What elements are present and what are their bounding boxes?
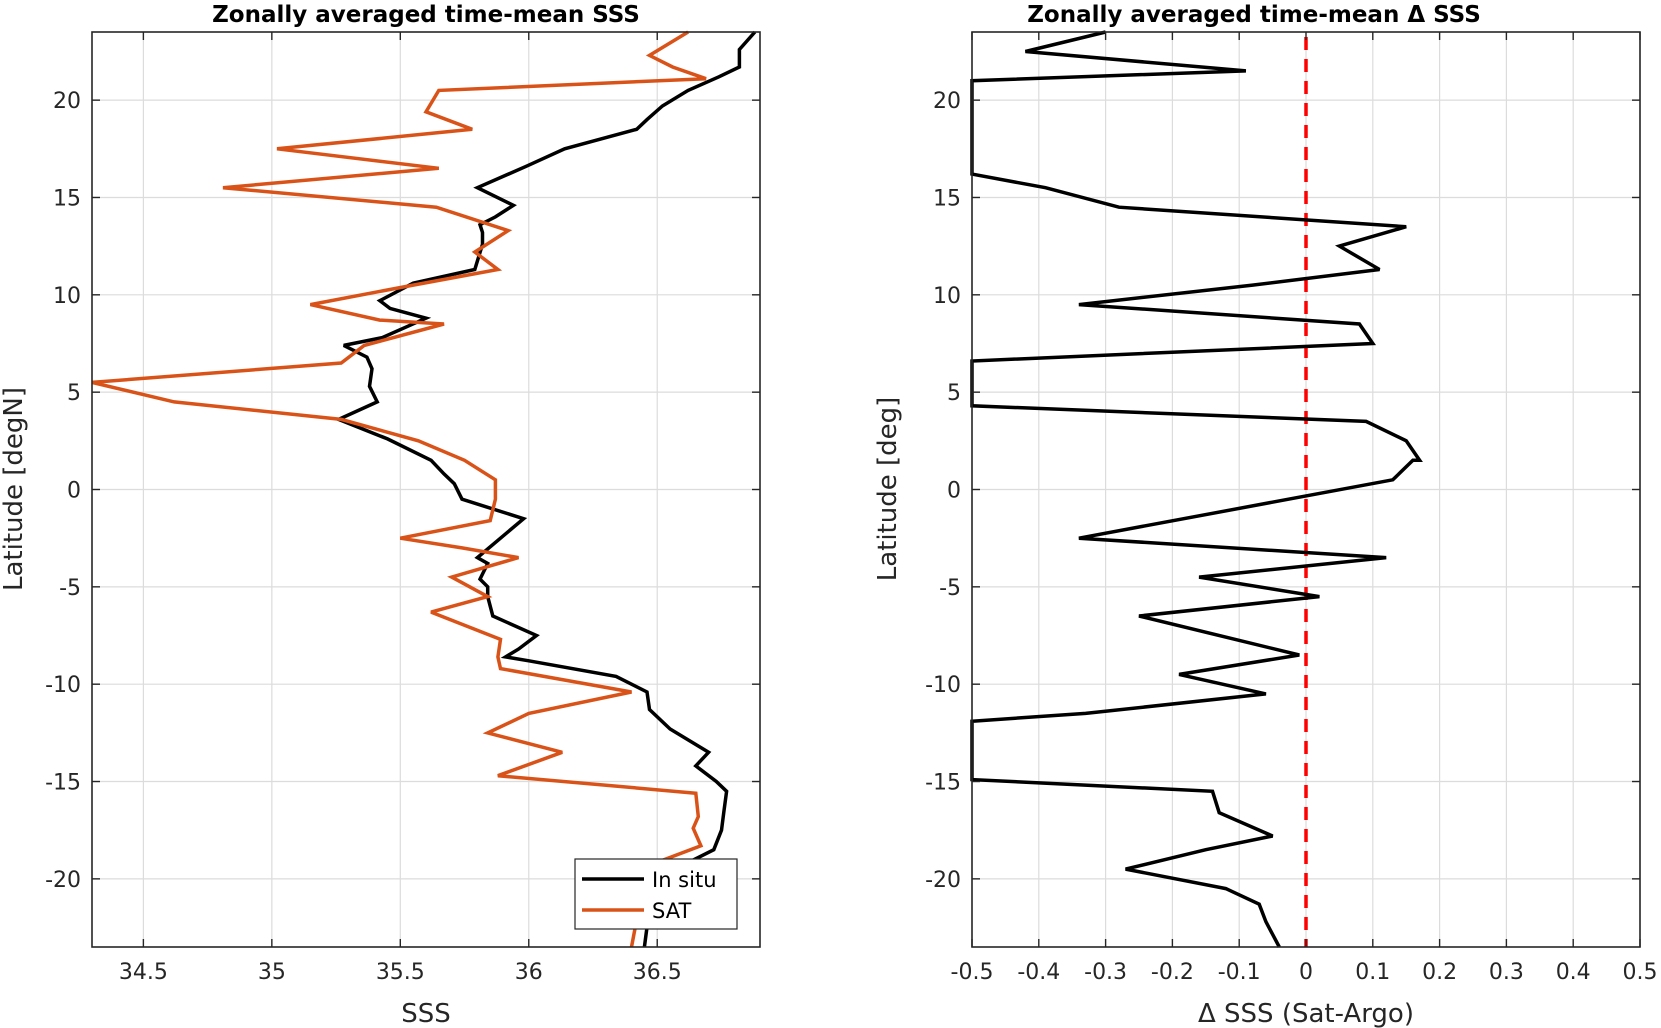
left-y-tick-label: -15	[45, 771, 81, 796]
left-x-tick-label: 35	[258, 960, 286, 985]
left-in-situ-line	[334, 30, 757, 948]
left-y-tick-label: -20	[45, 868, 81, 893]
right-x-tick-label: 0.4	[1556, 960, 1591, 985]
left-x-axis-label: SSS	[401, 999, 451, 1028]
right-y-tick-label: 0	[947, 479, 961, 504]
right-x-tick-label: 0	[1299, 960, 1313, 985]
left-y-tick-label: -10	[45, 673, 81, 698]
legend-insitu-label: In situ	[652, 868, 717, 892]
right-series-group	[970, 30, 1423, 948]
right-x-tick-label: -0.2	[1151, 960, 1194, 985]
right-y-tick-label: -20	[925, 868, 961, 893]
left-y-tick-label: 10	[53, 284, 81, 309]
right-series-0-line	[970, 30, 1423, 948]
left-y-axis-label: Latitude [degN]	[0, 387, 29, 591]
right-x-tick-label: 0.2	[1422, 960, 1457, 985]
right-chart-title: Zonally averaged time-mean Δ SSS	[1027, 2, 1481, 28]
right-y-tick-label: -10	[925, 673, 961, 698]
right-panel: Zonally averaged time-mean Δ SSS -0.5 -0.…	[873, 2, 1658, 1028]
right-y-axis-label: Latitude [deg]	[873, 397, 903, 582]
right-y-tick-label: 10	[933, 284, 961, 309]
right-y-tick-label: 5	[947, 381, 961, 406]
left-x-tick-label: 36	[515, 960, 543, 985]
right-x-tick-label: 0.1	[1355, 960, 1390, 985]
left-y-tick-label: 5	[67, 381, 81, 406]
left-grid	[92, 32, 760, 947]
legend-box	[574, 858, 738, 930]
right-x-tick-label: -0.5	[951, 960, 994, 985]
right-y-ticks: -20 -15 -10 -5 0 5 10 15 20	[925, 89, 1640, 893]
right-x-ticks: -0.5 -0.4 -0.3 -0.2 -0.1 0 0.1 0.2 0.3 0.4 0.5	[951, 32, 1658, 985]
right-y-tick-label: 20	[933, 89, 961, 114]
left-x-ticks: 34.5 35 35.5 36 36.5	[119, 32, 682, 985]
right-x-tick-label: 0.5	[1623, 960, 1658, 985]
right-y-tick-label: -5	[939, 576, 961, 601]
left-sat-line	[91, 30, 707, 948]
left-chart-title: Zonally averaged time-mean SSS	[212, 2, 640, 28]
left-y-tick-label: 0	[67, 479, 81, 504]
legend: In situ SAT	[574, 858, 738, 930]
left-y-tick-label: -5	[59, 576, 81, 601]
left-x-tick-label: 36.5	[633, 960, 682, 985]
right-x-tick-label: -0.3	[1084, 960, 1127, 985]
right-y-tick-label: 15	[933, 186, 961, 211]
left-panel: Zonally averaged time-mean SSS 34.5 35 35.…	[0, 2, 761, 1028]
legend-sat-label: SAT	[652, 899, 691, 923]
left-y-ticks: -20 -15 -10 -5 0 5 10 15 20	[45, 89, 760, 893]
right-x-axis-label: Δ SSS (Sat-Argo)	[1198, 999, 1414, 1028]
right-y-tick-label: -15	[925, 771, 961, 796]
right-x-tick-label: -0.1	[1218, 960, 1261, 985]
left-y-tick-label: 15	[53, 186, 81, 211]
right-x-tick-label: 0.3	[1489, 960, 1524, 985]
left-x-tick-label: 34.5	[119, 960, 168, 985]
right-x-tick-label: -0.4	[1017, 960, 1060, 985]
left-series-group	[91, 30, 757, 948]
left-x-tick-label: 35.5	[376, 960, 425, 985]
left-y-tick-label: 20	[53, 89, 81, 114]
